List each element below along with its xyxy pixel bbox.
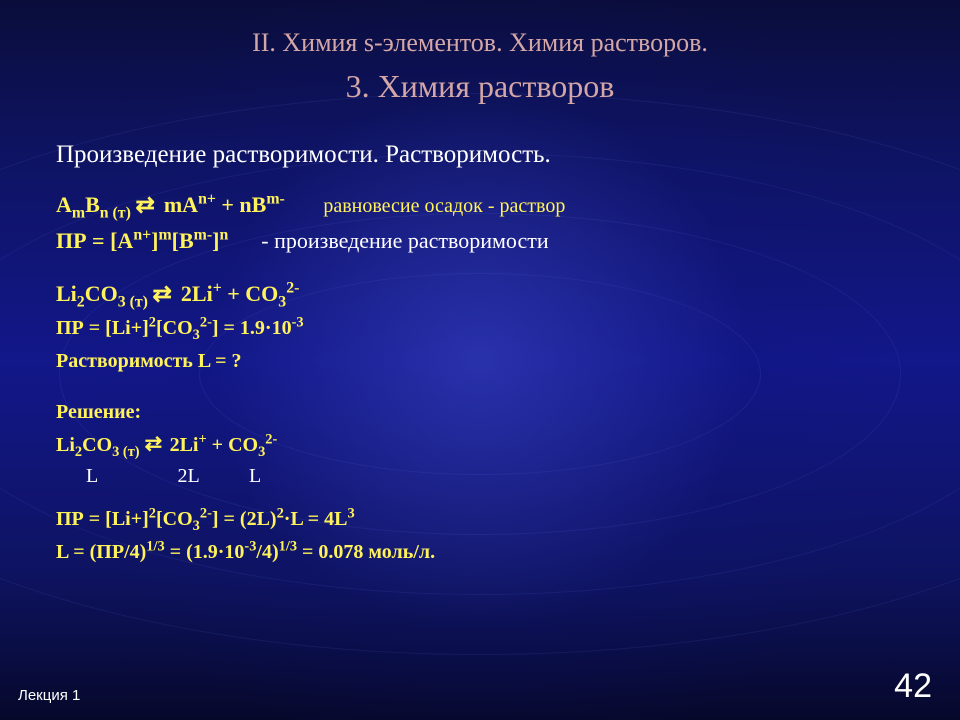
- footer-lecture-label: Лекция 1: [18, 687, 80, 704]
- equation-general-dissociation: AmBn (т) mAn+ + nBm- равновесие осадок -…: [56, 190, 890, 220]
- equation-text: AmBn (т) mAn+ + nBm-: [56, 192, 285, 217]
- equation-li2co3-ksp: ПР = [Li+]2[CO32-] = 1.9·10-3: [56, 315, 890, 342]
- equation-li2co3-dissociation: Li2CO3 (т) 2Li+ + CO32-: [56, 279, 890, 309]
- equation-solution-dissociation: Li2CO3 (т) 2Li+ + CO32-: [56, 432, 890, 459]
- equation-note: - произведение растворимости: [261, 228, 548, 253]
- slide-body: Произведение растворимости. Растворимост…: [56, 138, 890, 572]
- solution-label: Решение:: [56, 399, 890, 426]
- section-heading: II. Химия s-элементов. Химия растворов.: [0, 28, 960, 58]
- slide: II. Химия s-элементов. Химия растворов. …: [0, 0, 960, 720]
- stoich-l2: 2L: [177, 465, 198, 487]
- intro-text: Произведение растворимости. Растворимост…: [56, 138, 890, 172]
- stoich-l1: L: [86, 465, 97, 487]
- equation-note: равновесие осадок - раствор: [323, 195, 565, 217]
- subsection-heading: 3. Химия растворов: [0, 68, 960, 105]
- stoichiometry-row: L 2L L: [56, 463, 890, 490]
- equation-final-answer: L = (ПР/4)1/3 = (1.9·10-3/4)1/3 = 0.078 …: [56, 539, 890, 566]
- footer-page-number: 42: [894, 667, 932, 706]
- equation-text: ПР = [An+]m[Bm-]n: [56, 228, 228, 253]
- equation-ksp-expansion: ПР = [Li+]2[CO32-] = (2L)2·L = 4L3: [56, 506, 890, 533]
- equation-solubility-product: ПР = [An+]m[Bm-]n - произведение раствор…: [56, 226, 890, 256]
- stoich-l3: L: [249, 465, 261, 487]
- question-solubility: Растворимость L = ?: [56, 348, 890, 375]
